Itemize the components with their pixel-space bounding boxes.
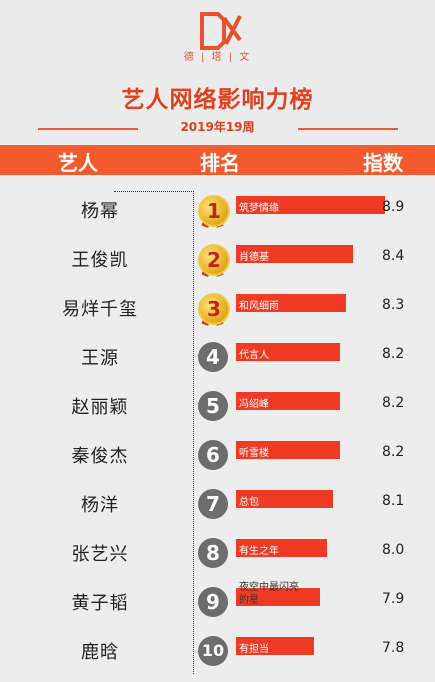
bar-label: 代言人 <box>239 350 269 361</box>
table-row: 鹿晗 有担当 10 7.8 <box>0 632 435 682</box>
bar-label: 夜空中最闪亮的星 <box>239 582 299 606</box>
artist-name: 杨洋 <box>81 495 119 516</box>
bar-label: 肖德基 <box>239 252 269 263</box>
score-bar <box>236 539 327 557</box>
table-row: 张艺兴 有生之年 8 8.0 <box>0 534 435 584</box>
table-row: 易烊千玺 和风细雨 3 8.3 <box>0 289 435 339</box>
gold-medal-icon: 1 <box>198 195 230 227</box>
rank-badge: 5 <box>198 391 228 421</box>
bar-label: 有生之年 <box>239 546 279 557</box>
score-bar <box>236 637 314 655</box>
score-bar <box>236 588 320 606</box>
column-rank-label: 排名 <box>200 151 240 175</box>
score-value: 8.0 <box>382 542 405 558</box>
table-row: 杨幂 筑梦情缘 1 8.9 <box>0 191 435 241</box>
rank-badge: 7 <box>198 489 228 519</box>
rank-badge: 9 <box>198 587 228 617</box>
artist-name: 杨幂 <box>81 201 119 222</box>
gold-medal-icon: 2 <box>198 244 230 276</box>
week-label: 2019年19周 <box>180 120 255 134</box>
artist-name: 鹿晗 <box>81 642 119 663</box>
artist-name: 秦俊杰 <box>71 446 129 467</box>
brand-logo-icon <box>200 12 242 50</box>
table-row: 王俊凯 肖德基 2 8.4 <box>0 240 435 290</box>
score-value: 8.3 <box>382 297 405 313</box>
score-bar <box>236 245 353 263</box>
dotted-vertical-divider <box>193 191 194 674</box>
title-divider-left <box>38 128 138 130</box>
title-divider-right <box>298 128 398 130</box>
header: 德 | 塔 | 文 艺人网络影响力榜 2019年19周 <box>0 0 435 145</box>
score-value: 8.2 <box>382 395 405 411</box>
score-bar <box>236 196 385 214</box>
rank-badge: 10 <box>198 636 228 666</box>
score-value: 8.2 <box>382 346 405 362</box>
column-score-label: 指数 <box>363 151 403 175</box>
score-bar <box>236 490 333 508</box>
score-value: 8.4 <box>382 248 405 264</box>
table-row: 黄子韬 夜空中最闪亮的星 9 7.9 <box>0 582 435 633</box>
column-header: 艺人 排名 指数 <box>0 145 435 175</box>
page-title: 艺人网络影响力榜 <box>121 87 314 113</box>
bar-label: 筑梦情缘 <box>239 203 279 214</box>
column-name-label: 艺人 <box>58 151 98 175</box>
bar-label: 总包 <box>239 497 259 508</box>
score-value: 8.1 <box>382 493 405 509</box>
score-value: 8.2 <box>382 444 405 460</box>
rank-badge: 4 <box>198 342 228 372</box>
score-bar <box>236 392 340 410</box>
table-row: 王源 代言人 4 8.2 <box>0 338 435 388</box>
artist-name: 张艺兴 <box>71 544 129 565</box>
bar-label: 冯绍峰 <box>239 399 269 410</box>
bar-label: 有担当 <box>239 644 269 655</box>
score-value: 7.9 <box>382 591 405 607</box>
score-value: 7.8 <box>382 640 405 656</box>
score-bar <box>236 343 340 361</box>
score-value: 8.9 <box>382 199 405 215</box>
table-row: 赵丽颖 冯绍峰 5 8.2 <box>0 387 435 437</box>
rank-badge: 6 <box>198 440 228 470</box>
rank-badge: 8 <box>198 538 228 568</box>
artist-name: 黄子韬 <box>71 593 129 614</box>
bar-label: 和风细雨 <box>239 301 279 312</box>
table-row: 秦俊杰 听雪楼 6 8.2 <box>0 436 435 486</box>
artist-name: 王源 <box>81 348 119 369</box>
dotted-divider <box>114 191 194 192</box>
score-bar <box>236 294 346 312</box>
artist-name: 易烊千玺 <box>62 299 138 320</box>
bar-label: 听雪楼 <box>239 448 269 459</box>
artist-name: 王俊凯 <box>71 250 129 271</box>
table-row: 杨洋 总包 7 8.1 <box>0 485 435 535</box>
brand-name: 德 | 塔 | 文 <box>183 52 252 63</box>
artist-name: 赵丽颖 <box>71 397 129 418</box>
gold-medal-icon: 3 <box>198 293 230 325</box>
score-bar <box>236 441 340 459</box>
